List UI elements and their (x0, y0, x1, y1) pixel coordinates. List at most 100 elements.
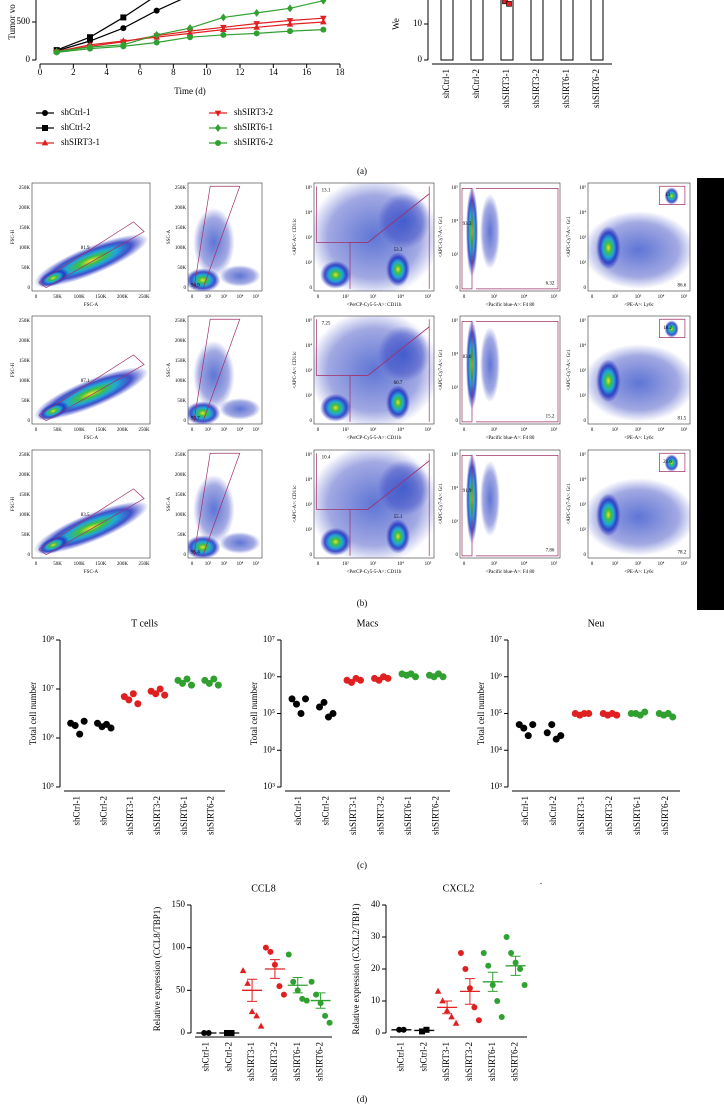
flow-plot (33, 221, 149, 289)
y-tick-label: 0 (181, 1027, 186, 1037)
gate-value: 93.3 (463, 222, 472, 227)
flow-x-tick: 10² (205, 561, 212, 567)
legend-label: shCtrl-1 (61, 107, 91, 117)
flow-x-tick: 150K (95, 295, 107, 300)
chart-title: CXCL2 (443, 883, 475, 894)
flow-plot (588, 452, 690, 556)
y-tick-label: 0 (418, 54, 423, 64)
error-bar (269, 959, 280, 979)
chart-title: T cells (131, 618, 158, 629)
flow-y-tick: 10² (580, 527, 587, 533)
x-tick-label: shCtrl-2 (320, 796, 330, 826)
gate-value: 60.7 (394, 381, 403, 386)
flow-x-tick: 0 (317, 562, 320, 567)
flow-y-tick: 200K (19, 339, 31, 344)
marker (220, 13, 227, 22)
point (457, 950, 464, 956)
density (37, 401, 69, 421)
gate-value: 6.32 (546, 282, 555, 287)
point (302, 695, 309, 703)
x-tick-label: shCtrl-2 (418, 1042, 428, 1072)
marker (253, 8, 260, 17)
flow-x-label: <PE-A>: Ly6c (624, 436, 654, 441)
flow-x-tick: 50K (53, 428, 62, 433)
flow-x-label: <PE-A>: Ly6c (624, 570, 654, 575)
density (219, 532, 261, 554)
density (596, 359, 621, 403)
flow-y-tick: 10⁵ (579, 185, 586, 191)
flow-y-label: <APC-A>: CD11c (293, 218, 298, 256)
point (71, 721, 79, 729)
flow-x-label: FSC-A (84, 436, 99, 441)
y-tick-label: 10³ (263, 781, 275, 791)
x-tick-label: shSIRT6-1 (487, 1042, 497, 1081)
gate (193, 452, 241, 556)
y-axis-label: Total cell number (476, 682, 486, 745)
marker (320, 15, 327, 22)
flow-plot (33, 354, 149, 422)
x-tick-label: shSIRT6-1 (403, 796, 413, 835)
gate-value: 10.4 (322, 456, 331, 461)
error-bar (292, 977, 303, 994)
flow-y-tick: 10⁵ (451, 452, 458, 458)
flow-y-tick: 10⁵ (579, 452, 586, 458)
point (297, 710, 305, 717)
legend-marker (215, 140, 221, 146)
flow-x-tick: 10³ (221, 294, 228, 300)
point (125, 696, 133, 704)
panel-label: (a) (357, 166, 367, 176)
density (37, 268, 69, 288)
point (293, 700, 300, 708)
point (156, 685, 164, 693)
flow-y-tick: 0 (584, 419, 587, 424)
flow-y-tick: 10² (306, 393, 313, 399)
density (664, 187, 679, 205)
point (262, 944, 269, 951)
flow-x-tick: 10² (612, 427, 619, 433)
point (253, 1012, 260, 1019)
gate-value: 18.2 (663, 326, 672, 331)
point (517, 966, 524, 972)
point (462, 966, 469, 972)
flow-x-tick: 10² (205, 294, 212, 300)
flow-y-label: <APC-Cy7-A>: Gr1 (567, 216, 572, 258)
flow-y-tick: 10⁴ (305, 210, 312, 216)
flow-y-tick: 10⁵ (451, 185, 458, 191)
flow-y-label: FSC-H (11, 230, 16, 245)
point (322, 1012, 329, 1019)
x-tick-label: 16 (302, 67, 312, 77)
gate (659, 452, 686, 472)
flow-x-tick: 10⁴ (237, 561, 244, 567)
y-axis-label: Tumor vo (7, 4, 17, 40)
flow-x-tick: 0 (463, 428, 466, 433)
legend-marker (214, 110, 222, 117)
flow-x-tick: 100K (74, 562, 86, 567)
flow-x-tick: 10⁵ (681, 294, 688, 300)
point (384, 674, 392, 682)
flow-x-tick: 150K (95, 428, 107, 433)
flow-x-tick: 10⁵ (551, 294, 558, 300)
x-tick-label: 10 (202, 67, 212, 77)
y-tick-label: 30 (371, 931, 381, 941)
marker (220, 24, 227, 31)
flow-x-label: <PerCP-Cy5-5-A>: CD11b (347, 570, 402, 575)
marker (220, 31, 227, 38)
flow-x-tick: 10⁵ (681, 427, 688, 433)
x-tick-label: shSIRT3-1 (125, 796, 135, 835)
flow-x-tick: 10² (205, 427, 212, 433)
gate-value: 94.9 (191, 284, 200, 289)
flow-y-tick: 10⁴ (579, 477, 586, 483)
flow-x-tick: 10⁵ (253, 561, 260, 567)
legend-label: shCtrl-2 (61, 122, 91, 132)
flow-y-tick: 150K (19, 359, 31, 364)
flow-x-tick: 0 (591, 428, 594, 433)
marker (87, 45, 93, 52)
flow-y-tick: 10³ (452, 519, 459, 525)
flow-y-tick: 150K (175, 493, 187, 498)
x-tick-label: shSIRT6-2 (510, 1042, 520, 1081)
point (329, 710, 337, 717)
flow-y-tick: 10³ (452, 385, 459, 391)
flow-x-tick: 10³ (491, 427, 498, 433)
y-tick-label: 0 (376, 1027, 381, 1037)
marker (120, 25, 127, 32)
